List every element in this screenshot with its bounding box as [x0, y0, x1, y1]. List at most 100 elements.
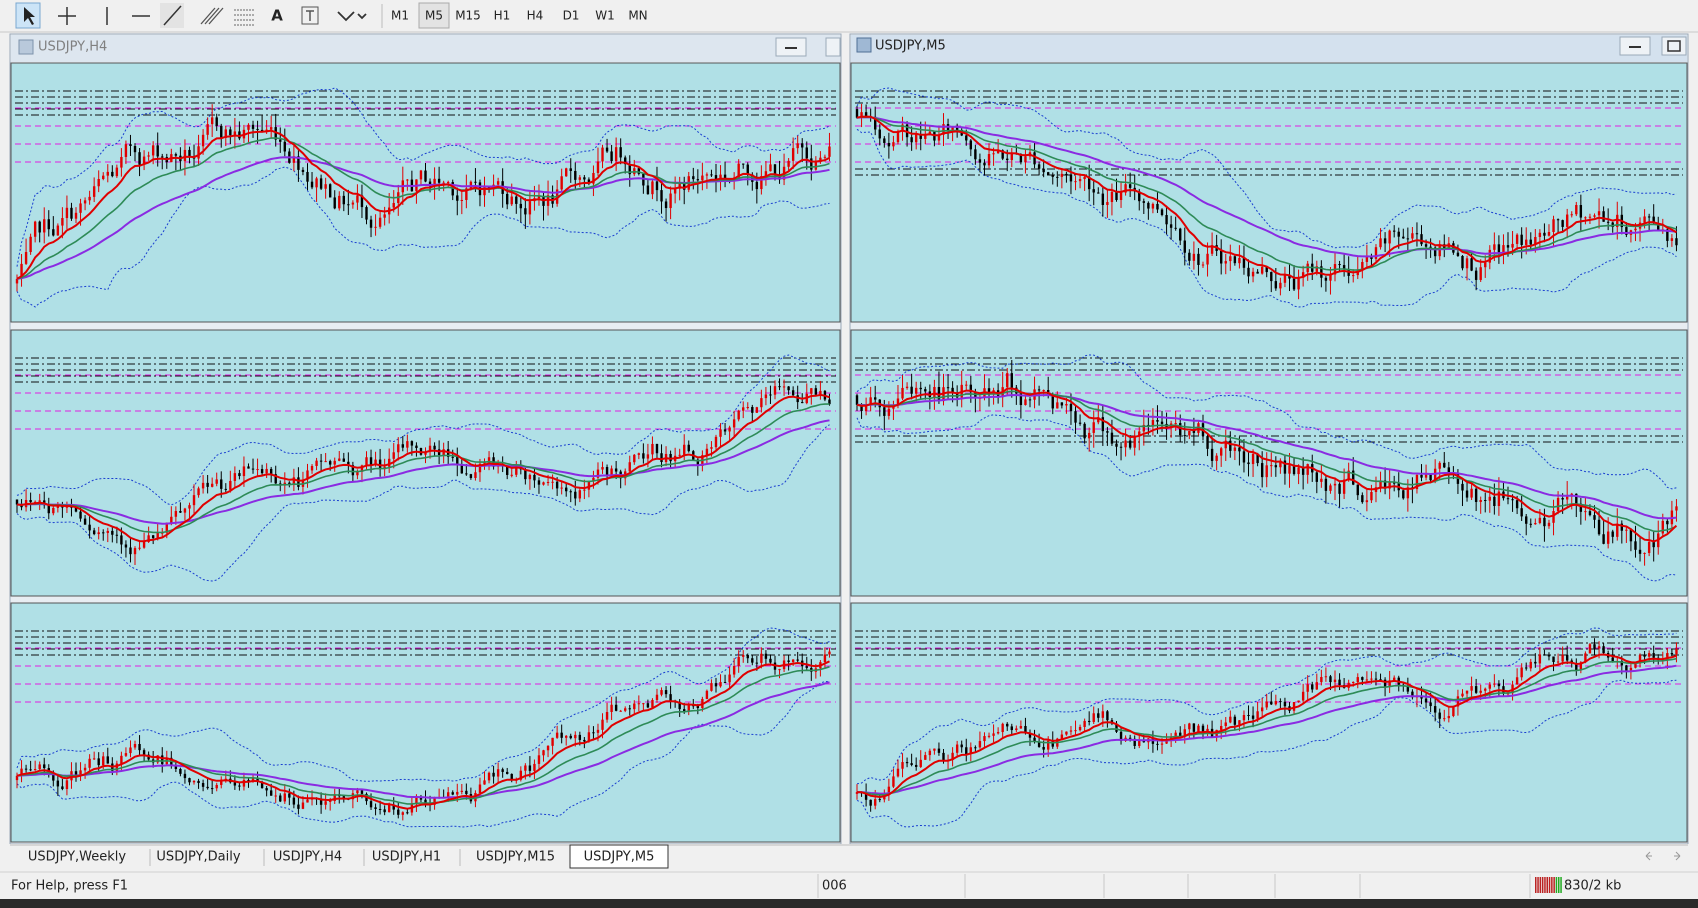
candle-body	[97, 758, 100, 766]
candle-body	[1115, 443, 1118, 447]
label-tool[interactable]	[301, 6, 319, 25]
candle-body	[1219, 250, 1223, 264]
candle-body	[746, 407, 749, 409]
text-tool[interactable]: A	[271, 7, 283, 25]
candle-body	[1484, 688, 1487, 691]
candle-body	[328, 800, 332, 802]
candle-body	[1037, 389, 1041, 391]
candle-body	[1201, 264, 1205, 266]
candle-body	[655, 443, 659, 454]
candle-body	[347, 204, 350, 206]
crosshair-tool[interactable]	[58, 7, 76, 25]
candle-body	[1361, 261, 1364, 270]
candle-body	[1251, 271, 1255, 277]
candle-body	[1597, 519, 1601, 535]
candle-body	[269, 127, 273, 130]
fibo-tool[interactable]	[234, 9, 254, 26]
candle-body	[424, 799, 427, 803]
candle-body	[161, 755, 164, 765]
candle-body	[519, 770, 523, 780]
candle-body	[1119, 192, 1123, 200]
candle-body	[1638, 549, 1642, 554]
candle-body	[365, 207, 368, 220]
candle-body	[1015, 728, 1018, 731]
candle-body	[456, 456, 459, 466]
candle-body	[197, 488, 200, 496]
candle-body	[1493, 496, 1496, 507]
chart-tab[interactable]: USDJPY,M15	[476, 850, 555, 865]
chart-tab[interactable]: USDJPY,Daily	[156, 850, 240, 865]
candle-body	[15, 775, 19, 781]
candle-body	[433, 445, 436, 450]
channel-tool[interactable]	[200, 7, 224, 25]
candle-body	[1584, 653, 1587, 663]
candle-body	[1188, 431, 1191, 436]
candle-body	[1065, 173, 1068, 175]
candle-body	[1370, 678, 1373, 680]
candle-body	[460, 199, 464, 201]
candle-body	[542, 482, 545, 485]
candle-body	[378, 808, 382, 810]
candle-body	[864, 404, 868, 411]
candle-body	[111, 530, 114, 535]
timeframe-button[interactable]: D1	[563, 9, 580, 23]
timeframe-button[interactable]: H4	[527, 9, 544, 23]
maximize-button[interactable]	[1661, 36, 1687, 56]
tab-scroll-right[interactable]	[1674, 851, 1681, 861]
arrows-tool[interactable]	[337, 11, 367, 22]
candle-body	[1151, 203, 1155, 209]
candle-body	[170, 516, 173, 523]
timeframe-button[interactable]: W1	[595, 9, 615, 23]
candle-body	[251, 777, 255, 781]
band-upper	[856, 627, 1677, 785]
maximize-button[interactable]	[825, 37, 841, 57]
chart-tab[interactable]: USDJPY,H1	[372, 850, 441, 865]
candle-body	[360, 790, 364, 794]
timeframe-button[interactable]: M1	[391, 9, 409, 23]
candle-body	[369, 219, 373, 228]
candle-body	[1251, 453, 1255, 465]
candle-body	[714, 436, 718, 448]
candle-body	[737, 656, 740, 667]
candle-body	[142, 542, 146, 548]
toolbar	[0, 0, 1698, 32]
candle-body	[583, 177, 586, 180]
chart-tab[interactable]: USDJPY,M5	[584, 850, 655, 865]
candle-body	[1292, 278, 1296, 290]
candle-body	[1192, 431, 1196, 433]
candle-body	[624, 708, 627, 711]
status-separators	[964, 874, 1531, 898]
candle-body	[678, 454, 681, 456]
timeframe-button[interactable]: MN	[628, 9, 647, 23]
timeframe-button[interactable]: M5	[425, 9, 443, 23]
candle-body	[56, 780, 60, 787]
candle-body	[1297, 277, 1300, 290]
timeframe-button[interactable]: H1	[494, 9, 511, 23]
candle-body	[528, 474, 532, 480]
candle-body	[324, 461, 327, 463]
candle-body	[1556, 219, 1560, 221]
candle-body	[29, 499, 32, 503]
tab-scroll-left[interactable]	[1645, 851, 1652, 861]
chart-tab[interactable]: USDJPY,Weekly	[28, 850, 126, 865]
candle-body	[365, 457, 368, 466]
candle-body	[705, 448, 709, 456]
candle-body	[778, 669, 781, 671]
timeframe-button[interactable]: M15	[455, 9, 481, 23]
candle-body	[220, 479, 223, 489]
candle-body	[751, 407, 754, 413]
chart-area	[850, 602, 1688, 843]
candle-body	[151, 535, 155, 539]
candle-body	[1433, 706, 1437, 713]
candle-body	[874, 397, 877, 400]
candle-body	[1097, 713, 1100, 718]
candle-body	[1643, 552, 1646, 554]
candle-body	[338, 458, 341, 461]
candle-body	[637, 453, 641, 455]
chart-tab[interactable]: USDJPY,H4	[273, 850, 342, 865]
candle-body	[1260, 463, 1264, 478]
candle-body	[1206, 253, 1209, 265]
meter-bar	[1541, 877, 1544, 893]
candle-body	[996, 150, 1000, 154]
candle-body	[524, 208, 527, 215]
